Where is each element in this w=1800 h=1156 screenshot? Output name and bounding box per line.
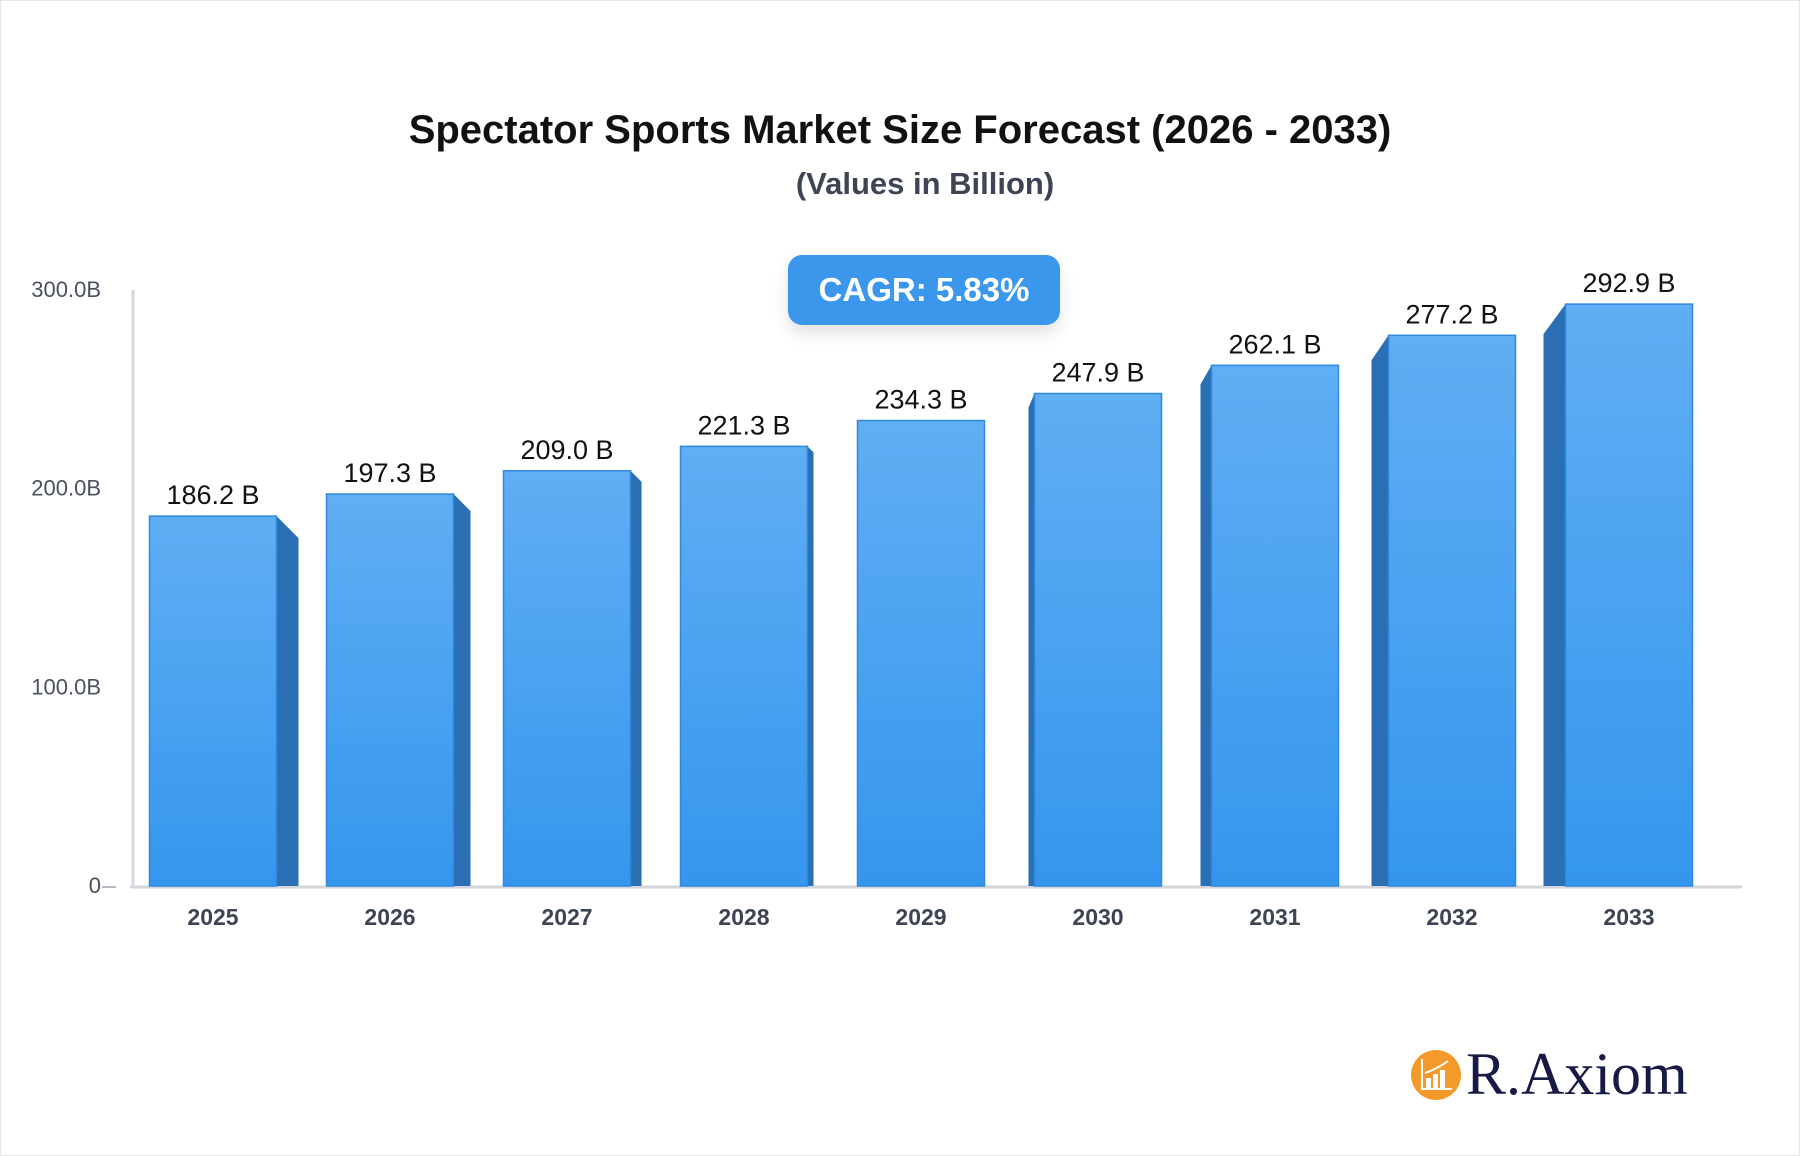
data-label: 262.1 B <box>1228 329 1321 359</box>
bar-2025 <box>148 515 278 887</box>
bar-side <box>1200 365 1212 886</box>
x-tick-label: 2033 <box>1603 904 1654 930</box>
logo: R.Axiom <box>1410 1040 1688 1109</box>
data-label: 197.3 B <box>343 458 436 488</box>
bar-side <box>276 516 299 886</box>
bar-2027 <box>502 470 632 887</box>
logo-text: R.Axiom <box>1466 1041 1688 1107</box>
chart-title: Spectator Sports Market Size Forecast (2… <box>408 108 1392 152</box>
y-tick-label: 100.0B <box>31 674 101 699</box>
x-tick-label: 2029 <box>895 904 946 930</box>
bar-2028 <box>679 445 809 887</box>
logo-chart-icon <box>1411 1049 1461 1100</box>
cagr-badge: CAGR: 5.83% <box>788 255 1060 325</box>
data-label: 234.3 B <box>874 385 967 415</box>
x-tick-label: 2028 <box>718 904 769 930</box>
bar-2030 <box>1033 392 1163 887</box>
data-label: 186.2 B <box>166 480 259 510</box>
y-tick-label: 300.0B <box>31 277 101 302</box>
x-tick-label: 2025 <box>187 904 238 930</box>
bar-2029 <box>856 419 986 887</box>
bar-2031 <box>1210 364 1340 887</box>
x-tick-label: 2031 <box>1249 904 1300 930</box>
x-tick-label: 2030 <box>1072 904 1123 930</box>
data-label: 292.9 B <box>1582 268 1675 298</box>
bar-2032 <box>1387 334 1517 887</box>
x-tick-label: 2027 <box>541 904 592 930</box>
x-tick-label: 2026 <box>364 904 415 930</box>
chart-subtitle: (Values in Billion) <box>795 166 1055 201</box>
data-label: 221.3 B <box>697 410 790 440</box>
bar-2026 <box>325 493 455 887</box>
y-tick-label: 0 <box>89 873 101 898</box>
data-label: 277.2 B <box>1405 299 1498 329</box>
bar-side <box>1371 335 1389 886</box>
y-tick-label: 200.0B <box>31 476 101 501</box>
bar-side <box>453 494 471 886</box>
bar-side <box>807 446 814 886</box>
x-tick-label: 2032 <box>1426 904 1477 930</box>
bar-side <box>1028 393 1035 886</box>
bar-side <box>1543 304 1566 886</box>
bar-2033 <box>1564 303 1694 887</box>
bar-side <box>630 470 642 886</box>
data-label: 247.9 B <box>1051 358 1144 388</box>
data-label: 209.0 B <box>520 435 613 465</box>
